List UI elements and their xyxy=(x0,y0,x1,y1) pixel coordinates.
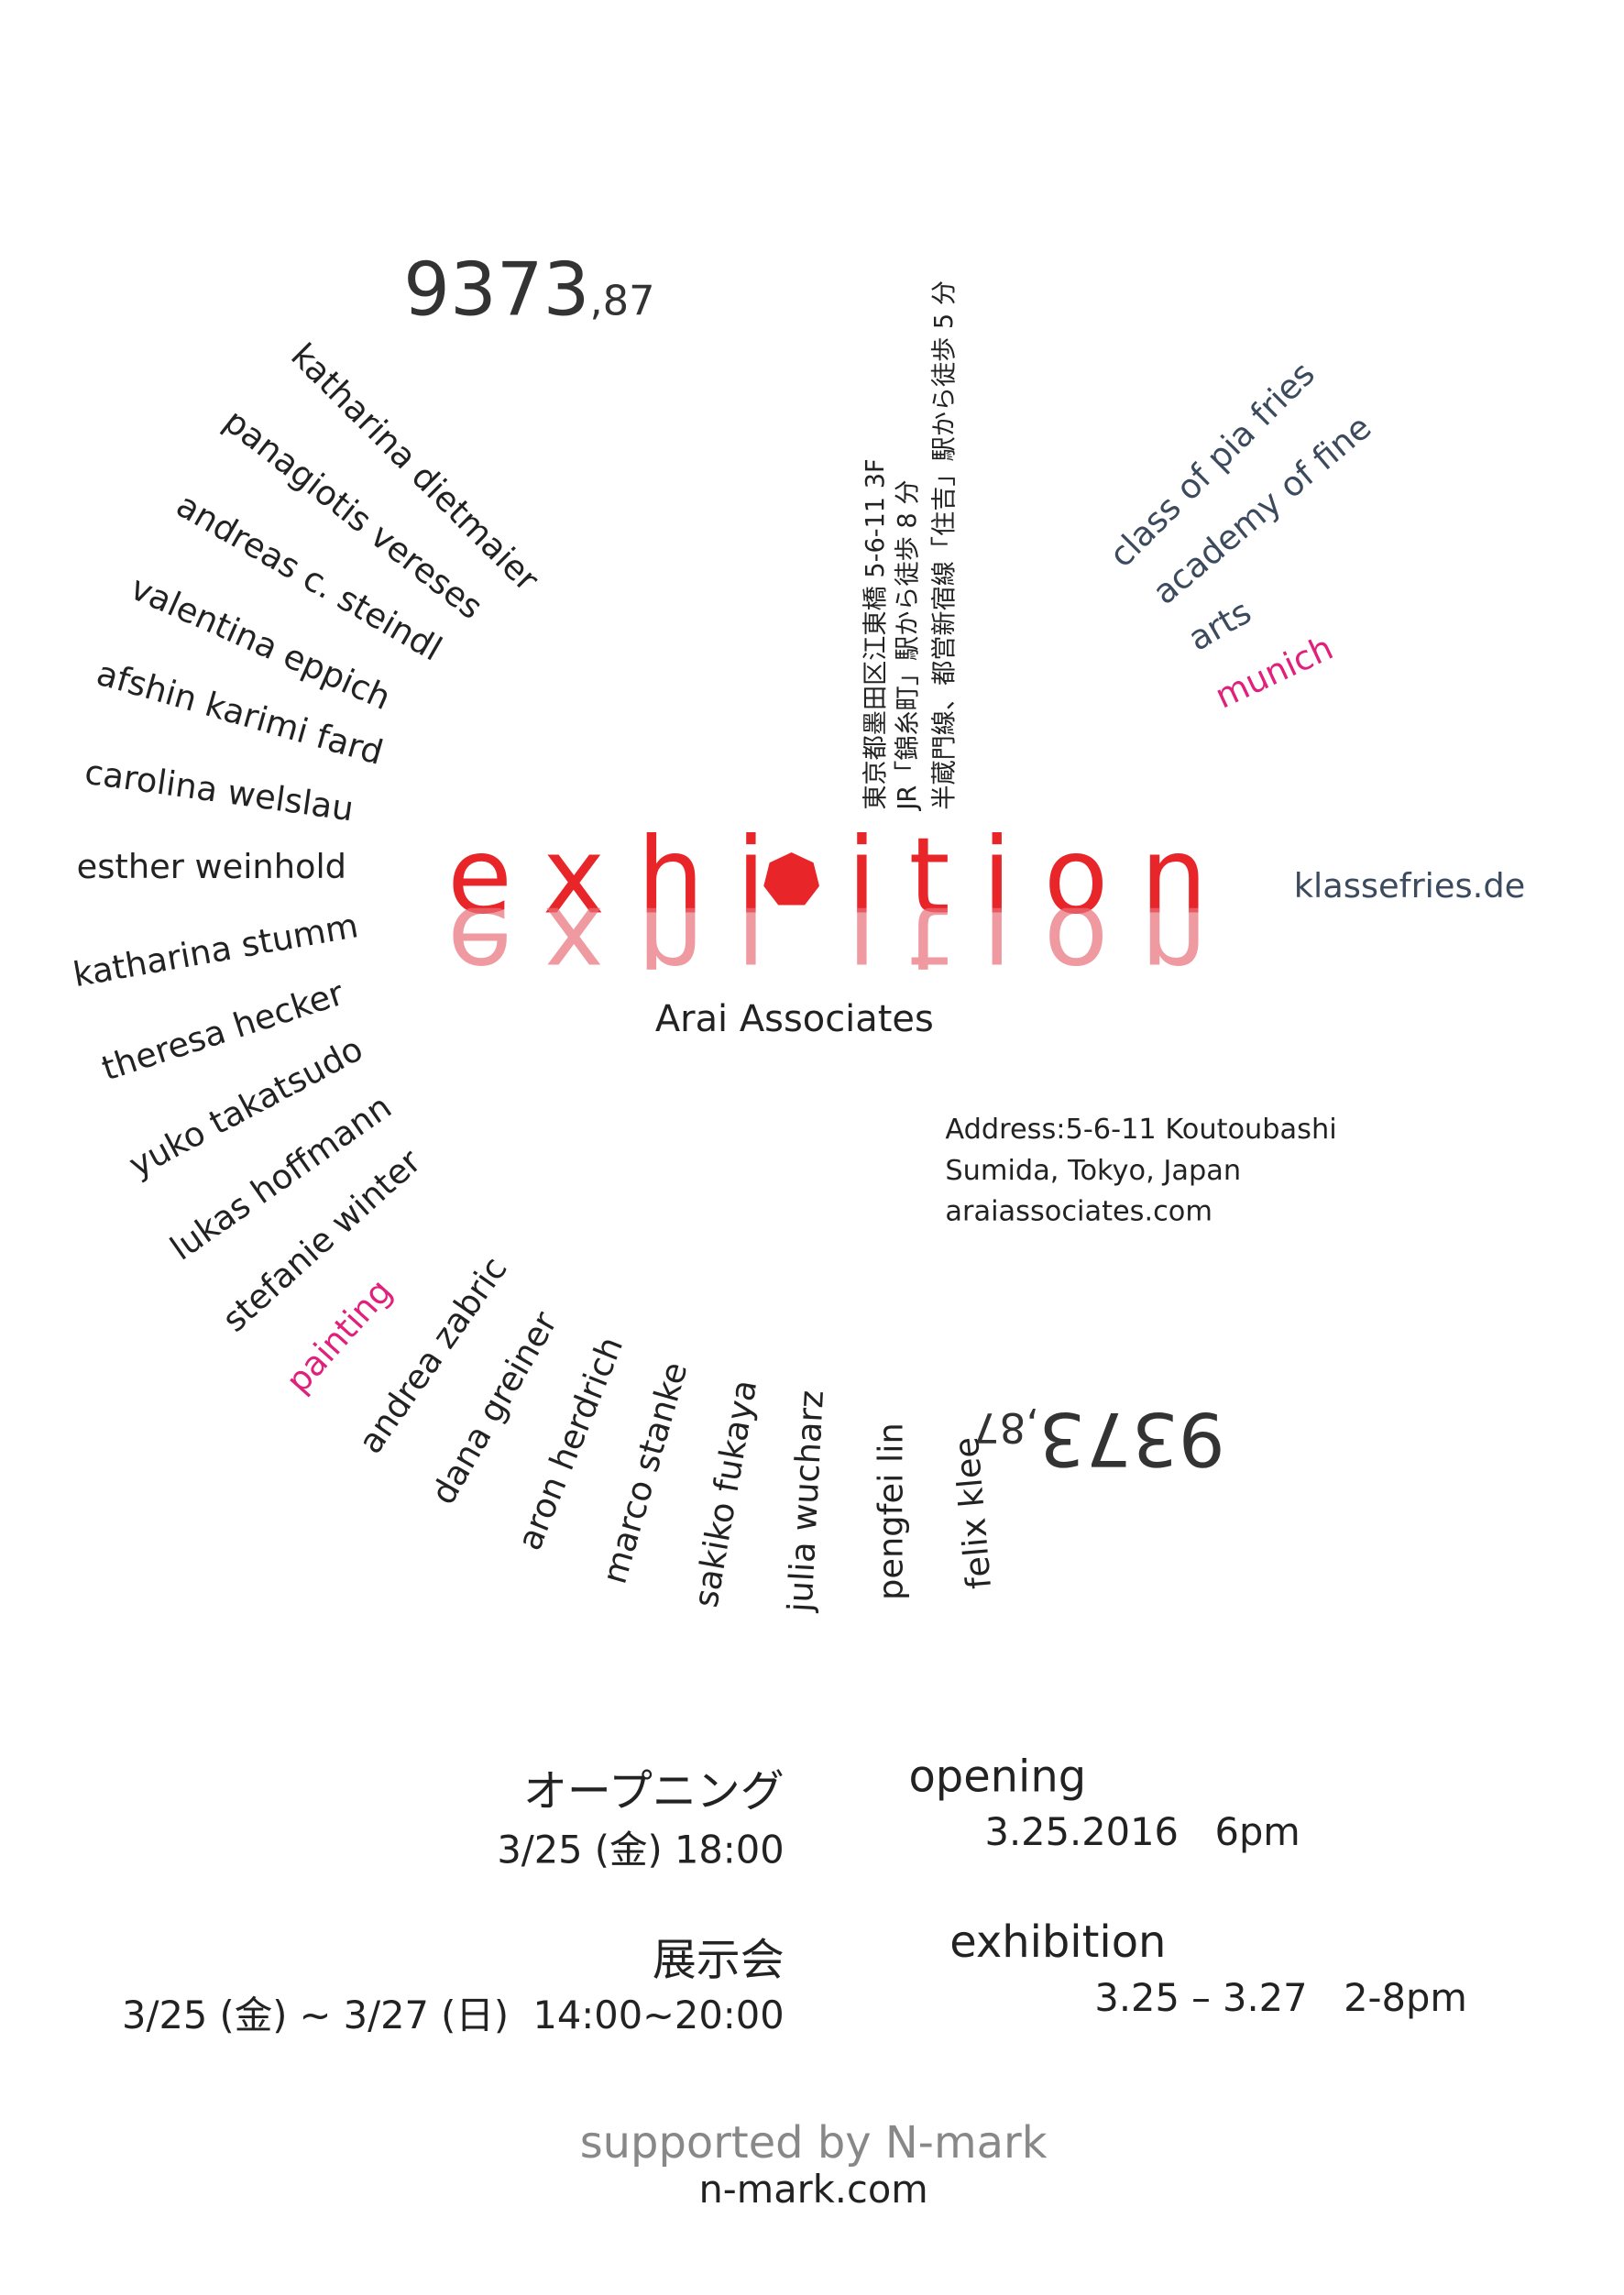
support-url: n-mark.com xyxy=(698,2167,927,2212)
opening-jp-date: 3/25 (金) 18:00 xyxy=(497,1827,784,1872)
support: supported by N-mark xyxy=(580,2118,1048,2169)
address-line: araiassociates.com xyxy=(945,1196,1213,1228)
number-bottom: 9373,87 xyxy=(973,1396,1224,1481)
dot xyxy=(763,852,819,906)
exhibition-en-label: exhibition xyxy=(949,1917,1166,1968)
japanese-address: 半蔵門線、都営新宿線「住吉」駅から徒歩 5 分 xyxy=(930,280,959,810)
address-line: Sumida, Tokyo, Japan xyxy=(945,1155,1241,1187)
venue: Arai Associates xyxy=(655,998,934,1040)
title-right: ition xyxy=(847,815,1239,938)
number-top: 9373,87 xyxy=(403,247,654,333)
japanese-address: JR「錦糸町」駅から徒歩 8 分 xyxy=(894,480,922,812)
number-main: 9373 xyxy=(1038,1396,1224,1481)
artist-name: esther weinhold xyxy=(77,847,346,886)
title-left-reflection: exhi xyxy=(447,881,797,1004)
japanese-address: 東京都墨田区江東橋 5-6-11 3F xyxy=(861,458,890,809)
title-right-reflection: ition xyxy=(847,881,1239,1004)
opening-en-date: 3.25.2016 6pm xyxy=(985,1809,1300,1854)
exhibition-jp-label: 展示会 xyxy=(653,1935,785,1985)
title: exhi ition exhi ition xyxy=(447,815,1239,1004)
artist-name: pengfei lin xyxy=(871,1422,910,1600)
number-main: 9373 xyxy=(403,247,589,333)
opening-jp-label: オープニング xyxy=(523,1766,785,1817)
number-sub: ,87 xyxy=(973,1403,1038,1452)
exhibition-jp-date: 3/25 (金) ~ 3/27 (日) 14:00~20:00 xyxy=(122,1993,785,2037)
website: klassefries.de xyxy=(1294,866,1526,906)
address-line: Address:5-6-11 Koutoubashi xyxy=(945,1114,1336,1146)
number-sub: ,87 xyxy=(589,277,654,325)
number-bottom-group: 9373,87 xyxy=(973,1396,1224,1481)
opening-en-label: opening xyxy=(908,1752,1086,1803)
title-reflection: exhi ition xyxy=(447,881,1239,1004)
title-left: exhi xyxy=(447,815,797,938)
exhibition-en-date: 3.25 – 3.27 2-8pm xyxy=(1094,1975,1466,2020)
